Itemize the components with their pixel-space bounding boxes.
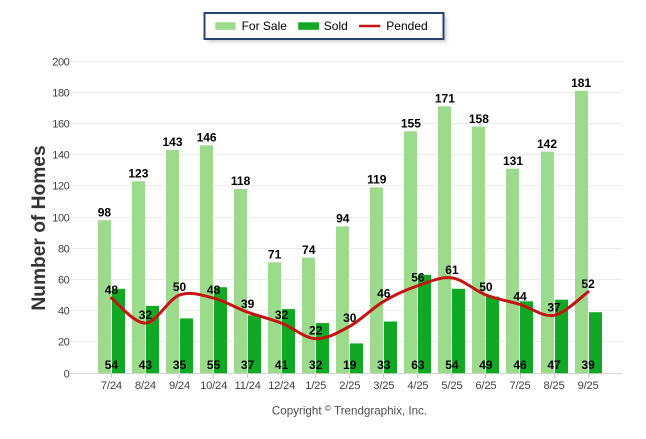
- svg-text:2/25: 2/25: [339, 380, 360, 392]
- svg-text:80: 80: [58, 244, 70, 256]
- svg-text:32: 32: [275, 308, 289, 322]
- svg-text:61: 61: [445, 263, 459, 277]
- svg-text:Pended: Pended: [386, 19, 427, 33]
- svg-text:11/24: 11/24: [235, 380, 261, 392]
- svg-text:6/25: 6/25: [475, 380, 496, 392]
- svg-text:120: 120: [52, 181, 69, 193]
- svg-text:7/25: 7/25: [510, 380, 531, 392]
- svg-text:30: 30: [343, 311, 357, 325]
- svg-text:44: 44: [513, 289, 527, 303]
- svg-text:52: 52: [581, 277, 595, 291]
- svg-text:43: 43: [139, 358, 153, 372]
- svg-text:119: 119: [367, 173, 387, 187]
- svg-text:98: 98: [98, 205, 112, 219]
- svg-text:32: 32: [309, 358, 323, 372]
- svg-text:142: 142: [537, 137, 557, 151]
- svg-text:74: 74: [302, 243, 316, 257]
- svg-text:71: 71: [268, 248, 282, 262]
- svg-text:48: 48: [105, 283, 119, 297]
- svg-text:37: 37: [547, 300, 561, 314]
- svg-text:8/25: 8/25: [544, 380, 565, 392]
- svg-text:32: 32: [139, 308, 153, 322]
- svg-text:40: 40: [58, 306, 70, 318]
- svg-text:39: 39: [241, 297, 255, 311]
- svg-text:180: 180: [52, 88, 69, 100]
- svg-text:100: 100: [52, 213, 69, 225]
- svg-text:9/25: 9/25: [578, 380, 599, 392]
- svg-text:41: 41: [275, 358, 289, 372]
- svg-text:54: 54: [105, 358, 119, 372]
- svg-text:63: 63: [411, 358, 425, 372]
- svg-text:Number of Homes: Number of Homes: [29, 145, 50, 310]
- svg-text:20: 20: [58, 337, 70, 349]
- svg-text:47: 47: [547, 358, 561, 372]
- svg-text:35: 35: [173, 358, 187, 372]
- svg-text:160: 160: [52, 119, 69, 131]
- svg-text:Copyright © Trendgraphix, Inc.: Copyright © Trendgraphix, Inc.: [272, 403, 427, 417]
- svg-text:46: 46: [513, 358, 527, 372]
- svg-text:50: 50: [173, 280, 187, 294]
- svg-text:19: 19: [343, 358, 357, 372]
- svg-text:39: 39: [581, 358, 595, 372]
- svg-text:9/24: 9/24: [169, 380, 190, 392]
- svg-text:143: 143: [162, 135, 182, 149]
- svg-text:46: 46: [377, 286, 391, 300]
- svg-text:33: 33: [377, 358, 391, 372]
- svg-text:158: 158: [469, 112, 489, 126]
- svg-text:94: 94: [336, 212, 350, 226]
- svg-text:48: 48: [207, 283, 221, 297]
- svg-text:181: 181: [571, 76, 591, 90]
- svg-text:10/24: 10/24: [200, 380, 227, 392]
- svg-text:For Sale: For Sale: [242, 19, 288, 33]
- svg-text:5/25: 5/25: [441, 380, 462, 392]
- svg-text:22: 22: [309, 324, 323, 338]
- svg-text:171: 171: [435, 92, 455, 106]
- svg-text:140: 140: [52, 150, 69, 162]
- svg-text:118: 118: [231, 174, 251, 188]
- svg-text:60: 60: [58, 275, 70, 287]
- svg-text:37: 37: [241, 358, 255, 372]
- svg-text:Sold: Sold: [324, 19, 348, 33]
- svg-text:155: 155: [401, 117, 421, 131]
- svg-text:146: 146: [197, 131, 217, 145]
- svg-text:3/25: 3/25: [373, 380, 394, 392]
- svg-text:54: 54: [445, 358, 459, 372]
- svg-text:123: 123: [128, 166, 148, 180]
- svg-text:8/24: 8/24: [135, 380, 156, 392]
- svg-text:49: 49: [479, 358, 493, 372]
- svg-text:50: 50: [479, 280, 493, 294]
- svg-text:12/24: 12/24: [268, 380, 295, 392]
- svg-text:200: 200: [52, 57, 69, 69]
- svg-text:1/25: 1/25: [305, 380, 326, 392]
- svg-text:4/25: 4/25: [407, 380, 428, 392]
- svg-text:55: 55: [207, 358, 221, 372]
- svg-text:56: 56: [411, 271, 425, 285]
- svg-text:131: 131: [503, 154, 523, 168]
- svg-text:0: 0: [64, 369, 70, 381]
- svg-text:7/24: 7/24: [101, 380, 122, 392]
